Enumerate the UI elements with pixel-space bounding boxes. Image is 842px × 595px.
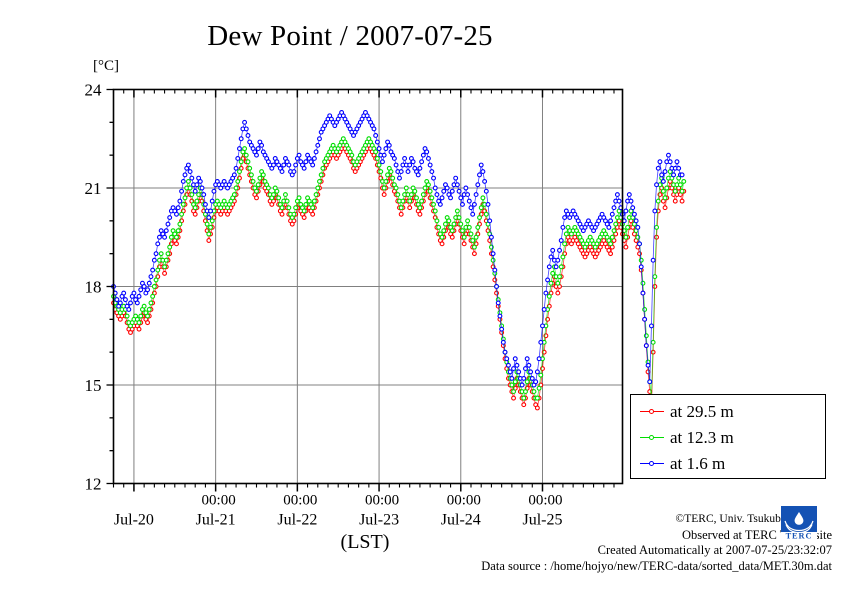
x-tick-day-label: Jul-22 [277, 512, 317, 529]
y-tick-label: 21 [85, 179, 102, 198]
footer-created: Created Automatically at 2007-07-25/23:3… [597, 543, 832, 557]
legend-item-1-6m: at 1.6 m [631, 451, 825, 477]
x-tick-day-label: Jul-20 [114, 512, 154, 529]
y-tick-label: 12 [85, 475, 102, 494]
legend-item-29-5m: at 29.5 m [631, 399, 825, 425]
footer-credits: ©TERC, Univ. Tsukuba Observed at TERC To… [312, 512, 832, 574]
x-axis-label: (LST) [340, 531, 390, 553]
y-tick-label: 18 [85, 278, 102, 297]
y-tick-label: 15 [85, 376, 102, 395]
x-tick-day-label: Jul-21 [196, 512, 236, 529]
legend-swatch-green [640, 432, 664, 444]
axis-ticks [106, 88, 615, 492]
y-axis-unit-label: [°C] [93, 58, 119, 74]
axis-tick-labels: 24 21 18 15 12 Jul-20 Jul-21 00:00 Jul-22 00:00 Ju… [85, 81, 563, 529]
x-tick-time-label: 00:00 [528, 493, 562, 509]
legend-swatch-blue [640, 458, 664, 470]
x-tick-day-label: Jul-25 [522, 512, 562, 529]
chart-title: Dew Point / 2007-07-25 [207, 20, 493, 52]
terc-logo-icon: TERC [781, 506, 817, 540]
legend-label-12-3m: at 12.3 m [670, 428, 734, 447]
legend-label-29-5m: at 29.5 m [670, 402, 734, 421]
y-tick-label: 24 [85, 81, 103, 100]
legend-swatch-red [640, 406, 664, 418]
footer-datasource: Data source : /home/hojyo/new/TERC-data/… [481, 558, 832, 573]
x-tick-time-label: 00:00 [447, 493, 481, 509]
x-tick-time-label: 00:00 [365, 493, 399, 509]
legend-label-1-6m: at 1.6 m [670, 454, 726, 473]
x-tick-day-label: Jul-23 [359, 512, 399, 529]
svg-text:TERC: TERC [786, 532, 813, 540]
footer-observed: Observed at TERC Tower site [681, 527, 832, 542]
legend: at 29.5 m at 12.3 m at 1.6 m [630, 394, 826, 479]
legend-item-12-3m: at 12.3 m [631, 425, 825, 451]
data-series-layer [111, 110, 687, 411]
x-tick-time-label: 00:00 [283, 493, 317, 509]
x-tick-day-label: Jul-24 [441, 512, 481, 529]
footer-copyright: ©TERC, Univ. Tsukuba [675, 513, 786, 525]
x-tick-time-label: 00:00 [202, 493, 236, 509]
